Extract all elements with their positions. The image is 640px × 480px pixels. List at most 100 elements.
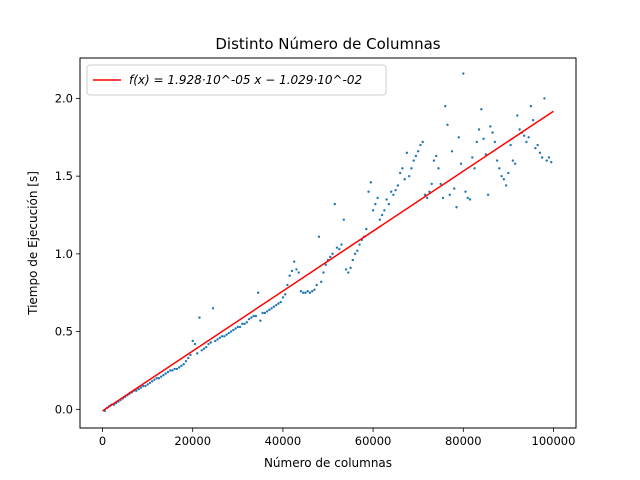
data-point-173 [493, 140, 497, 144]
fit-line-layer [102, 110, 554, 412]
data-point-138 [414, 154, 418, 158]
data-point-85 [295, 268, 298, 271]
data-point-197 [547, 156, 551, 159]
data-point-72 [265, 310, 269, 313]
data-point-125 [385, 198, 388, 201]
legend-box [86, 64, 387, 96]
data-point-190 [531, 118, 535, 122]
data-point-143 [426, 196, 429, 200]
data-point-51 [218, 336, 221, 340]
data-point-46 [207, 342, 210, 346]
legend: f(x) = 1.928·10^-05 x − 1.029·10^-02 [86, 64, 387, 96]
data-point-66 [252, 314, 255, 318]
data-point-95 [317, 235, 321, 238]
data-point-61 [241, 322, 244, 326]
data-point-45 [205, 345, 208, 349]
data-point-191 [534, 146, 537, 150]
data-point-104 [338, 248, 341, 251]
data-point-128 [392, 193, 395, 197]
data-point-79 [281, 296, 285, 299]
data-point-87 [299, 289, 303, 293]
data-point-129 [394, 188, 397, 192]
x-tick-label: 80000 [445, 434, 482, 448]
data-point-186 [522, 134, 526, 137]
data-point-187 [525, 140, 528, 144]
data-point-152 [446, 123, 449, 127]
data-point-140 [419, 143, 422, 147]
x-axis-ticks: 0 20000 40000 60000 80000 100000 [99, 428, 576, 448]
data-point-77 [277, 302, 280, 305]
data-point-103 [335, 246, 339, 249]
data-point-126 [387, 202, 391, 206]
data-point-30 [171, 369, 174, 372]
data-point-67 [254, 314, 258, 318]
data-point-117 [367, 190, 370, 193]
data-point-68 [256, 291, 260, 294]
data-point-16 [139, 386, 143, 389]
data-point-32 [175, 367, 179, 371]
x-tick-label: 0 [99, 434, 106, 448]
data-point-146 [432, 159, 436, 162]
data-point-176 [500, 174, 503, 178]
data-point-137 [412, 159, 415, 162]
data-point-82 [288, 274, 291, 277]
data-point-20 [148, 381, 152, 385]
data-point-174 [495, 159, 499, 162]
data-point-24 [157, 377, 161, 380]
data-point-49 [214, 339, 217, 343]
data-point-110 [351, 258, 354, 262]
x-tick-label: 40000 [265, 434, 302, 448]
data-point-78 [279, 300, 282, 304]
data-point-69 [259, 319, 262, 322]
x-tick-label: 100000 [532, 434, 576, 448]
data-point-124 [383, 209, 386, 212]
data-point-27 [164, 372, 167, 375]
data-point-18 [144, 384, 147, 388]
data-point-98 [324, 263, 327, 266]
data-point-74 [270, 307, 273, 310]
data-point-53 [223, 335, 226, 338]
data-point-80 [283, 293, 287, 296]
data-point-189 [529, 104, 533, 108]
data-point-198 [550, 160, 553, 164]
y-axis-ticks: 0.0 0.5 1.0 1.5 2.0 [55, 91, 80, 416]
data-point-130 [396, 184, 400, 187]
data-point-56 [229, 330, 233, 333]
x-axis-label: Número de columnas [264, 456, 392, 470]
data-point-91 [308, 291, 312, 294]
data-point-64 [247, 317, 251, 321]
data-point-15 [137, 387, 140, 391]
data-point-52 [220, 335, 224, 338]
data-point-170 [486, 193, 490, 197]
data-point-161 [466, 196, 469, 200]
data-point-182 [513, 162, 517, 165]
data-point-63 [245, 321, 249, 324]
data-point-109 [349, 266, 352, 270]
y-tick-label: 0.0 [55, 402, 73, 416]
data-point-111 [353, 252, 357, 256]
data-point-33 [178, 366, 181, 369]
data-point-37 [187, 356, 190, 360]
data-point-151 [444, 104, 447, 108]
data-point-159 [462, 72, 465, 75]
data-point-180 [509, 143, 512, 147]
data-point-172 [491, 131, 494, 134]
data-point-55 [227, 331, 230, 335]
data-point-150 [441, 196, 445, 200]
data-point-139 [416, 150, 420, 153]
data-point-183 [516, 114, 519, 117]
data-point-105 [340, 243, 343, 246]
data-point-195 [543, 97, 546, 100]
data-point-60 [238, 325, 242, 329]
data-point-131 [398, 171, 402, 175]
data-point-21 [150, 380, 154, 383]
data-point-58 [234, 327, 237, 330]
data-point-123 [380, 213, 384, 217]
data-point-178 [504, 184, 508, 187]
data-point-194 [540, 156, 544, 159]
data-point-25 [159, 375, 163, 378]
data-point-17 [141, 384, 145, 388]
data-point-102 [333, 202, 336, 206]
data-point-121 [376, 196, 379, 200]
data-point-148 [437, 167, 440, 170]
